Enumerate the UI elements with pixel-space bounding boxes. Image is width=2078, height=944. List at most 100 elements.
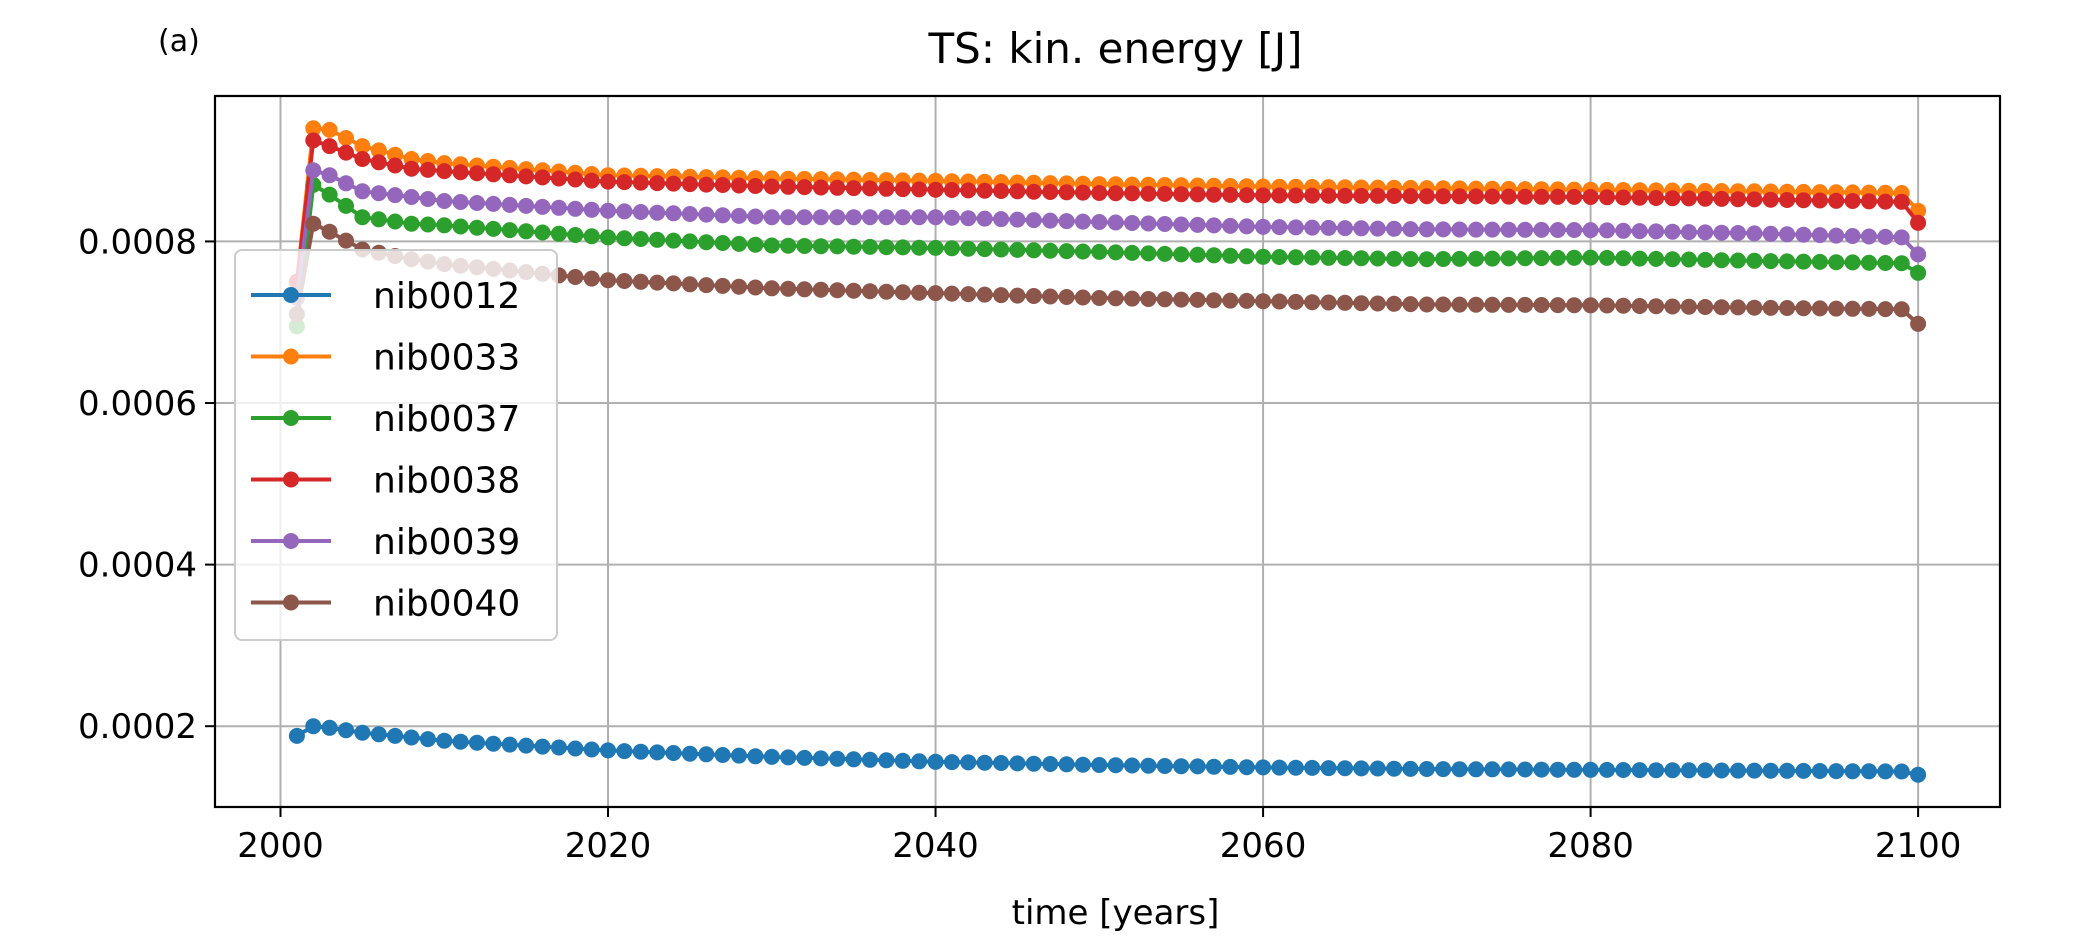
- data-point: [403, 729, 420, 746]
- data-point: [1582, 297, 1599, 314]
- data-point: [1468, 761, 1484, 778]
- data-point: [550, 170, 567, 187]
- data-point: [763, 209, 780, 226]
- data-point: [1762, 191, 1779, 208]
- data-point: [1107, 214, 1124, 231]
- data-point: [1484, 761, 1501, 778]
- data-point: [1009, 287, 1026, 304]
- data-point: [1615, 762, 1632, 778]
- data-point: [436, 732, 453, 749]
- data-point: [960, 240, 977, 257]
- data-point: [796, 749, 813, 766]
- data-point: [1205, 758, 1222, 775]
- data-point: [1680, 298, 1697, 315]
- data-point: [1287, 219, 1304, 236]
- data-point: [321, 719, 338, 736]
- data-point: [338, 144, 354, 161]
- data-point: [1238, 248, 1255, 265]
- legend-marker: [283, 471, 299, 488]
- data-point: [894, 181, 911, 198]
- data-point: [1304, 294, 1321, 311]
- data-point: [665, 745, 682, 761]
- data-point: [1582, 222, 1599, 239]
- data-point: [796, 179, 813, 196]
- data-point: [1222, 247, 1239, 264]
- data-point: [960, 754, 977, 771]
- data-point: [927, 239, 944, 256]
- data-point: [714, 207, 731, 224]
- data-point: [698, 206, 715, 223]
- data-point: [1402, 188, 1419, 205]
- data-point: [1484, 296, 1501, 313]
- data-point: [993, 241, 1010, 258]
- data-point: [1320, 249, 1337, 266]
- data-point: [1779, 192, 1796, 208]
- data-point: [1861, 193, 1877, 210]
- data-point: [403, 160, 420, 177]
- data-point: [1353, 187, 1370, 204]
- data-point: [911, 209, 928, 226]
- data-point: [1795, 253, 1812, 270]
- data-point: [1582, 189, 1599, 205]
- data-point: [354, 724, 371, 741]
- data-point: [1664, 298, 1681, 315]
- data-point: [649, 204, 666, 221]
- data-point: [1615, 189, 1632, 206]
- data-point: [567, 227, 584, 243]
- data-point: [894, 752, 911, 769]
- data-point: [1238, 218, 1255, 235]
- data-point: [1484, 188, 1501, 205]
- data-point: [812, 281, 829, 298]
- series-line: [294, 182, 1920, 327]
- data-point: [927, 753, 944, 770]
- data-point: [1500, 250, 1517, 267]
- data-point: [1468, 296, 1484, 313]
- data-point: [1713, 252, 1730, 269]
- data-point: [1861, 228, 1877, 245]
- data-point: [1664, 190, 1681, 207]
- data-point: [796, 281, 813, 298]
- data-point: [1255, 248, 1272, 265]
- data-point: [1517, 188, 1534, 205]
- data-point: [1173, 216, 1190, 233]
- data-point: [1189, 186, 1206, 203]
- data-point: [1713, 762, 1730, 779]
- data-point: [1893, 763, 1910, 780]
- data-point: [1255, 187, 1272, 204]
- data-point: [1107, 290, 1124, 307]
- data-point: [1091, 185, 1108, 201]
- data-point: [1795, 226, 1812, 243]
- data-point: [665, 232, 682, 249]
- data-point: [845, 751, 862, 768]
- data-point: [321, 167, 338, 184]
- data-point: [1680, 762, 1697, 779]
- data-point: [1337, 187, 1353, 204]
- data-point: [1615, 222, 1632, 239]
- data-point: [878, 239, 895, 256]
- data-point: [812, 209, 829, 226]
- data-point: [1107, 185, 1124, 202]
- data-point: [960, 286, 977, 303]
- data-point: [911, 753, 928, 770]
- data-point: [1173, 186, 1190, 203]
- data-point: [1599, 222, 1615, 239]
- data-point: [354, 151, 371, 167]
- data-point: [1599, 249, 1615, 266]
- data-point: [1779, 762, 1796, 779]
- data-point: [485, 166, 502, 183]
- data-point: [1811, 192, 1828, 209]
- data-point: [1124, 215, 1141, 231]
- data-point: [534, 224, 551, 241]
- data-point: [747, 178, 764, 194]
- data-point: [698, 277, 715, 294]
- data-point: [1042, 242, 1059, 259]
- data-point: [1500, 221, 1517, 238]
- data-point: [796, 238, 813, 254]
- data-point: [780, 178, 797, 195]
- data-point: [1386, 188, 1403, 204]
- data-point: [1238, 759, 1255, 776]
- data-point: [1369, 187, 1386, 204]
- data-point: [1631, 189, 1648, 206]
- data-point: [1418, 251, 1435, 268]
